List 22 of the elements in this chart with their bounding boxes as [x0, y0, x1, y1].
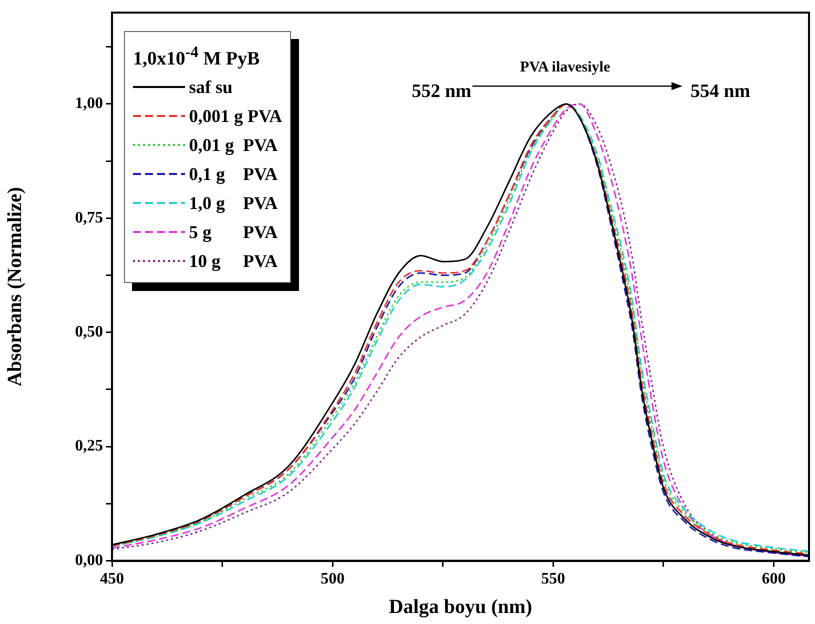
annotation: 552 nm [412, 80, 472, 102]
y-axis-title: Absorbans (Normalize) [4, 186, 26, 386]
legend-label: 0,01 g PVA [189, 134, 278, 157]
legend-label: 0,1 g PVA [189, 162, 278, 186]
y-tick-label: 0,25 [75, 438, 103, 455]
legend-label: 5 g PVA [189, 220, 278, 244]
y-tick-label: 1,00 [75, 95, 103, 112]
x-tick-label: 600 [762, 570, 786, 588]
y-tick-label: 0,00 [75, 552, 103, 569]
legend-title: 1,0x10$^{-4}$ M PyB [133, 42, 261, 71]
legend-label: 10 g PVA [189, 250, 278, 273]
y-tick-label: 0,75 [75, 209, 103, 226]
legend-label: 0,001 g PVA [189, 104, 282, 128]
y-tick-label: 0,50 [75, 324, 103, 341]
x-tick-label: 450 [100, 570, 124, 588]
x-axis-title: Dalga boyu (nm) [388, 596, 532, 618]
x-tick-label: 500 [320, 570, 345, 588]
legend-label: 1,0 g PVA [189, 192, 278, 215]
annotation: 554 nm [690, 80, 750, 102]
legend-label: saf su [189, 76, 233, 99]
annotation: PVA ilavesiyle [520, 59, 610, 76]
x-tick-label: 550 [541, 570, 566, 588]
